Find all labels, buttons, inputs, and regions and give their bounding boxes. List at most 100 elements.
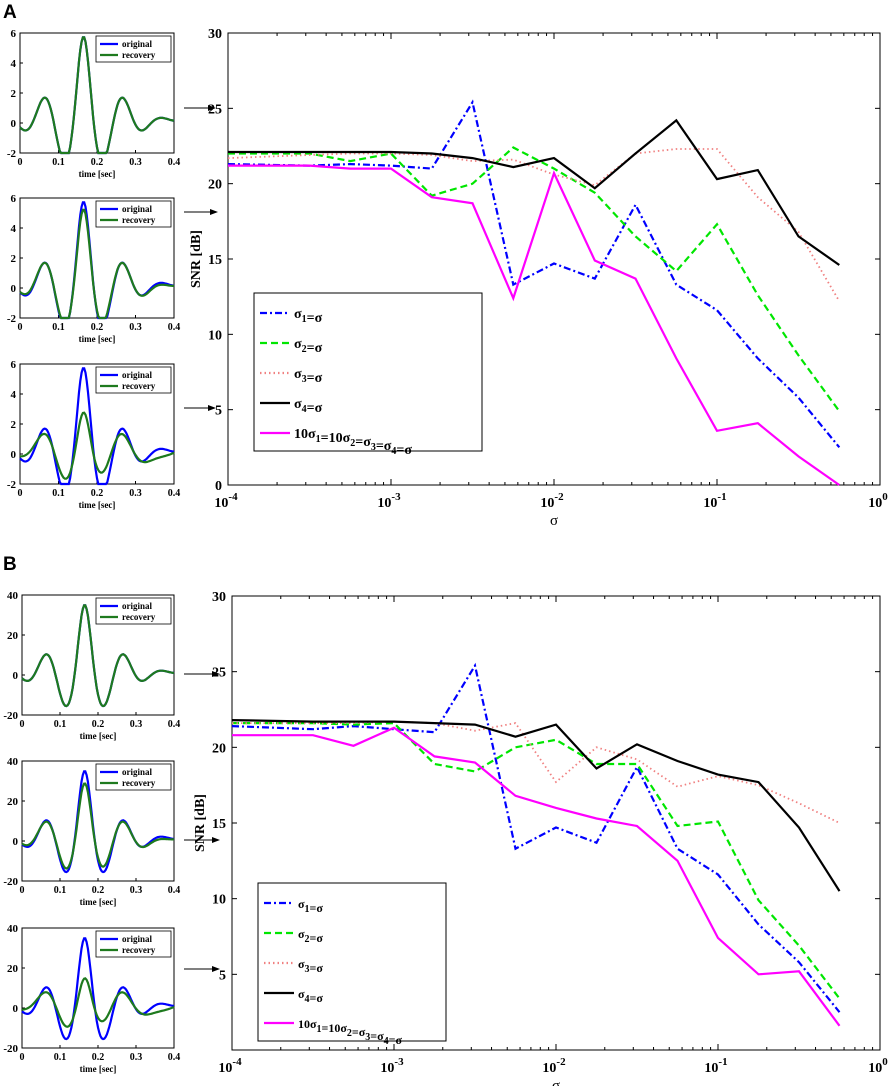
legend-text-part: 1 bbox=[298, 1017, 304, 1031]
y-tick-label: 25 bbox=[212, 666, 226, 681]
inset-y-tick-label: 6 bbox=[11, 359, 17, 371]
series-line-4 bbox=[231, 719, 841, 892]
legend-entry-4: σ4=σ bbox=[294, 397, 323, 416]
legend-text-part: 1 bbox=[329, 431, 336, 446]
series-line-2 bbox=[228, 146, 841, 412]
y-tick-label: 30 bbox=[208, 27, 222, 42]
x-tick-exponent: -3 bbox=[391, 491, 401, 503]
inset-x-tick-label: 0.1 bbox=[52, 488, 65, 499]
inset-y-tick-label: 20 bbox=[7, 796, 19, 808]
inset-legend-box bbox=[95, 930, 172, 958]
legend-subscript: 3 bbox=[302, 374, 307, 385]
legend-text-part: =σ bbox=[396, 443, 412, 458]
legend-text-part: =σ bbox=[352, 1025, 366, 1039]
legend-text-part: =σ bbox=[389, 1033, 403, 1047]
legend-text-part: σ bbox=[294, 397, 302, 412]
legend-subscript: 3 bbox=[365, 1032, 370, 1043]
inset-y-tick-label: 0 bbox=[11, 118, 17, 130]
series-line-5 bbox=[232, 726, 841, 1027]
legend-text-part: 1 bbox=[328, 1021, 334, 1035]
legend-box bbox=[257, 882, 447, 1042]
y-tick-label: 0 bbox=[215, 479, 222, 494]
inset-y-tick-label: 6 bbox=[11, 28, 17, 40]
x-tick-exponent: -1 bbox=[718, 1056, 727, 1068]
y-tick-label: 5 bbox=[215, 404, 222, 419]
y-tick-label: 10 bbox=[208, 328, 222, 343]
inset-legend-box bbox=[95, 200, 172, 228]
legend-box bbox=[253, 292, 483, 452]
legend-text-part: =σ bbox=[376, 439, 392, 454]
inset-recovery-line bbox=[19, 208, 174, 320]
legend-text-part: =σ bbox=[307, 311, 323, 326]
x-tick-exponent: -4 bbox=[228, 491, 238, 503]
legend-text-part: σ bbox=[294, 337, 302, 352]
y-tick-label: 25 bbox=[208, 102, 222, 117]
legend-text-part: =σ bbox=[355, 435, 371, 450]
inset-y-tick-label: -20 bbox=[3, 710, 18, 722]
inset-arrow-head bbox=[212, 837, 220, 843]
x-tick-base: 10 bbox=[868, 1061, 882, 1076]
inset-x-tick-label: 0 bbox=[18, 488, 23, 499]
series-line-1 bbox=[231, 662, 841, 1013]
inset-x-tick-label: 0.3 bbox=[130, 885, 143, 896]
inset-y-tick-label: 0 bbox=[13, 836, 19, 848]
inset-y-tick-label: 0 bbox=[11, 283, 17, 295]
inset-x-axis-label: time [sec] bbox=[79, 500, 116, 510]
inset-y-tick-label: -20 bbox=[3, 1043, 18, 1055]
legend-entry-3: σ3=σ bbox=[298, 957, 323, 975]
inset-x-tick-label: 0.3 bbox=[129, 157, 142, 168]
legend-subscript: 1 bbox=[305, 904, 310, 915]
x-tick-base: 10 bbox=[380, 1061, 394, 1076]
inset-legend-original: original bbox=[122, 204, 153, 214]
inset-x-axis-label: time [sec] bbox=[80, 897, 117, 907]
x-tick-exponent: -2 bbox=[556, 1056, 566, 1068]
inset-y-tick-label: -2 bbox=[7, 148, 17, 160]
x-tick-exponent: -2 bbox=[554, 491, 564, 503]
legend-subscript: 1 bbox=[316, 434, 321, 445]
inset-y-tick-label: 6 bbox=[11, 193, 17, 205]
legend-entry-1: σ1=σ bbox=[298, 897, 323, 915]
inset-y-tick-label: 40 bbox=[7, 756, 19, 768]
legend-subscript: 1 bbox=[302, 314, 307, 325]
inset-recovery-line bbox=[21, 604, 175, 708]
inset-y-tick-label: 20 bbox=[7, 630, 19, 642]
inset-x-tick-label: 0.1 bbox=[54, 1052, 67, 1063]
inset-arrow-head bbox=[208, 405, 216, 411]
inset-y-tick-label: 20 bbox=[7, 963, 19, 975]
inset-legend-recovery: recovery bbox=[122, 50, 156, 60]
series-line-1 bbox=[227, 99, 841, 448]
inset-recovery-line bbox=[21, 977, 175, 1028]
legend-text-part: σ bbox=[310, 1017, 317, 1031]
inset-x-axis-label: time [sec] bbox=[79, 334, 116, 344]
legend-text-part: =σ bbox=[307, 341, 323, 356]
legend-entry-2: σ2=σ bbox=[294, 337, 323, 356]
series-line-5 bbox=[228, 164, 840, 486]
legend-subscript: 3 bbox=[305, 964, 310, 975]
inset-legend-original: original bbox=[122, 934, 153, 944]
y-axis-label: SNR [dB] bbox=[193, 794, 208, 852]
inset-arrow-head bbox=[212, 671, 220, 677]
inset-y-tick-label: 2 bbox=[11, 88, 17, 100]
inset-y-tick-label: 40 bbox=[7, 590, 19, 602]
inset-x-axis-label: time [sec] bbox=[79, 169, 116, 179]
legend-text-part: 1 bbox=[294, 427, 301, 442]
inset-arrow-head bbox=[208, 105, 216, 111]
inset-legend-recovery: recovery bbox=[122, 778, 156, 788]
x-tick-base: 10 bbox=[868, 496, 882, 511]
legend-subscript: 2 bbox=[302, 344, 307, 355]
inset-legend-recovery: recovery bbox=[122, 381, 156, 391]
legend-entry-3: σ3=σ bbox=[294, 367, 323, 386]
x-tick-label: 10-1 bbox=[703, 491, 726, 511]
inset-legend-box bbox=[95, 597, 172, 625]
inset-x-tick-label: 0 bbox=[20, 719, 25, 730]
y-tick-label: 10 bbox=[212, 893, 226, 908]
legend-subscript: 4 bbox=[305, 994, 310, 1005]
inset-y-tick-label: -20 bbox=[3, 876, 18, 888]
inset-x-tick-label: 0 bbox=[20, 885, 25, 896]
inset-y-tick-label: 0 bbox=[13, 670, 19, 682]
legend-entry-5: 10σ1=10σ2=σ3=σ4=σ bbox=[294, 427, 412, 458]
inset-x-tick-label: 0.3 bbox=[130, 719, 143, 730]
